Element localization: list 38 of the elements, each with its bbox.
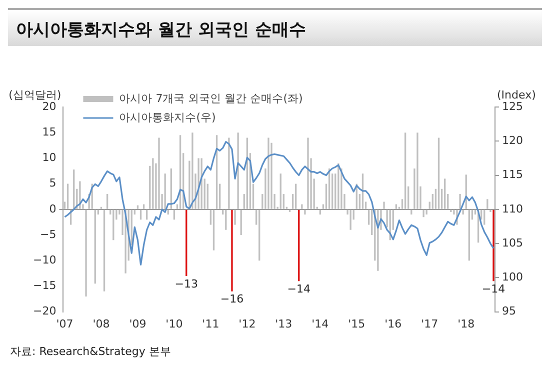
y-tick-label: 10: [42, 151, 56, 164]
y-tick-label: 0: [49, 202, 56, 216]
data-label: −16: [220, 292, 244, 306]
y2-axis-title: (Index): [497, 88, 536, 102]
x-tick-label: '15: [348, 317, 366, 330]
legend-label: 아시아통화지수(우): [119, 110, 216, 124]
x-tick-label: '14: [312, 317, 329, 330]
x-tick-label: '17: [421, 317, 438, 330]
x-tick-label: '07: [56, 317, 74, 330]
x-tick-label: '16: [384, 317, 402, 330]
y-tick-label: 15: [42, 125, 56, 138]
y-tick-label: −20: [32, 304, 56, 318]
x-tick-label: '09: [129, 317, 146, 330]
legend-label: 아시아 7개국 외국인 월간 순매수(좌): [119, 92, 303, 105]
x-tick-label: '11: [202, 317, 220, 330]
y2-tick-label: 110: [502, 202, 524, 216]
y-tick-label: −5: [40, 228, 56, 241]
data-label: −14: [482, 282, 506, 296]
x-tick-label: '10: [166, 317, 183, 330]
y2-tick-label: 125: [502, 100, 524, 113]
y-axis-title: (십억달러): [8, 88, 62, 102]
x-tick-label: '18: [458, 317, 475, 330]
chart-title: 아시아통화지수와 월간 외국인 순매수: [8, 8, 542, 46]
y2-tick-label: 95: [502, 304, 516, 318]
x-tick-label: '12: [238, 317, 256, 330]
y2-tick-label: 115: [502, 168, 524, 182]
y2-tick-label: 120: [502, 134, 524, 147]
x-tick-label: '08: [92, 317, 110, 330]
y-tick-label: −15: [32, 279, 56, 292]
y-tick-label: 20: [42, 100, 56, 113]
y-tick-label: 5: [49, 176, 56, 190]
y2-tick-label: 100: [502, 270, 524, 284]
data-label: −13: [174, 277, 198, 290]
x-tick-label: '13: [275, 317, 292, 330]
text: 자료: Research&Strategy 본부: [10, 344, 171, 359]
data-label: −14: [287, 282, 310, 296]
y2-tick-label: 105: [502, 236, 524, 250]
y-tick-label: −10: [32, 253, 56, 266]
